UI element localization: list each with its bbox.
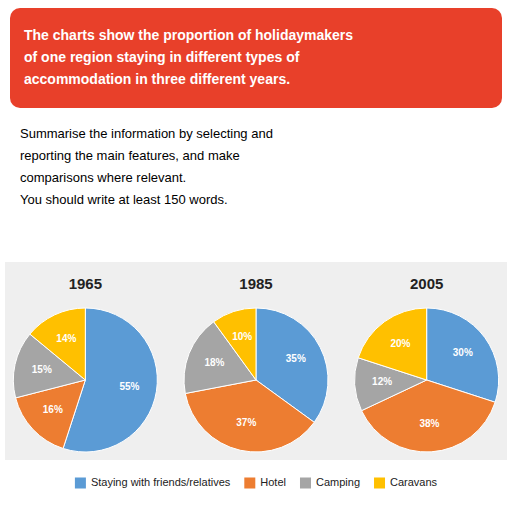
pie-title: 2005 bbox=[410, 275, 443, 292]
legend-item: Hotel bbox=[244, 476, 286, 489]
data-label: 37% bbox=[236, 417, 256, 428]
panel bbox=[5, 262, 507, 460]
legend-item: Caravans bbox=[374, 476, 438, 489]
slice bbox=[185, 380, 314, 452]
data-label: 15% bbox=[32, 364, 52, 375]
data-label: 38% bbox=[419, 418, 439, 429]
pie-title: 1985 bbox=[239, 275, 272, 292]
data-label: 12% bbox=[372, 376, 392, 387]
data-label: 30% bbox=[453, 347, 473, 358]
data-label: 18% bbox=[204, 357, 224, 368]
legend-swatch bbox=[244, 478, 255, 489]
legend: Staying with friends/relatives Hotel Campi… bbox=[75, 476, 438, 489]
legend-label: Caravans bbox=[390, 476, 438, 488]
title: The charts show the proportion of holida… bbox=[24, 27, 353, 87]
legend-label: Staying with friends/relatives bbox=[91, 476, 231, 488]
subtitle: Summarise the information by selecting a… bbox=[20, 126, 273, 207]
slice bbox=[358, 308, 426, 380]
pie: 30% 38% 12% 20% bbox=[355, 308, 499, 452]
legend-item: Staying with friends/relatives bbox=[75, 476, 231, 489]
pie: 35% 37% 18% 10% bbox=[184, 308, 328, 452]
data-label: 10% bbox=[232, 331, 252, 342]
slice bbox=[214, 308, 256, 380]
data-label: 16% bbox=[43, 404, 63, 415]
chart: The charts show the proportion of holida… bbox=[0, 0, 512, 505]
data-label: 55% bbox=[119, 381, 139, 392]
legend-label: Camping bbox=[316, 476, 360, 488]
title-box bbox=[10, 8, 502, 108]
data-label: 14% bbox=[56, 333, 76, 344]
legend-swatch bbox=[75, 478, 86, 489]
legend-swatch bbox=[374, 478, 385, 489]
legend-label: Hotel bbox=[260, 476, 286, 488]
data-label: 20% bbox=[390, 338, 410, 349]
slice bbox=[30, 308, 85, 380]
pie: 55% 16% 15% 14% bbox=[13, 308, 157, 452]
legend-swatch bbox=[300, 478, 311, 489]
pie-title: 1965 bbox=[69, 275, 102, 292]
legend-item: Camping bbox=[300, 476, 360, 489]
data-label: 35% bbox=[286, 353, 306, 364]
